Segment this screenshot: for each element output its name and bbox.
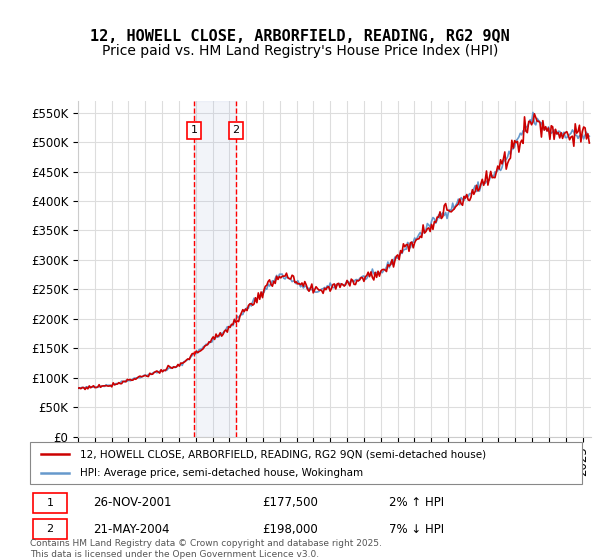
- FancyBboxPatch shape: [33, 519, 67, 539]
- Text: 1: 1: [191, 125, 197, 136]
- Text: 2: 2: [232, 125, 239, 136]
- FancyBboxPatch shape: [33, 493, 67, 513]
- Text: 1: 1: [46, 498, 53, 508]
- Text: 7% ↓ HPI: 7% ↓ HPI: [389, 523, 444, 536]
- Text: 12, HOWELL CLOSE, ARBORFIELD, READING, RG2 9QN (semi-detached house): 12, HOWELL CLOSE, ARBORFIELD, READING, R…: [80, 449, 486, 459]
- Text: 26-NOV-2001: 26-NOV-2001: [94, 496, 172, 509]
- Text: Contains HM Land Registry data © Crown copyright and database right 2025.
This d: Contains HM Land Registry data © Crown c…: [30, 539, 382, 559]
- Text: 2: 2: [46, 524, 53, 534]
- Text: HPI: Average price, semi-detached house, Wokingham: HPI: Average price, semi-detached house,…: [80, 468, 363, 478]
- Bar: [194, 101, 236, 437]
- Text: 21-MAY-2004: 21-MAY-2004: [94, 523, 170, 536]
- Text: Price paid vs. HM Land Registry's House Price Index (HPI): Price paid vs. HM Land Registry's House …: [102, 44, 498, 58]
- Text: 12, HOWELL CLOSE, ARBORFIELD, READING, RG2 9QN: 12, HOWELL CLOSE, ARBORFIELD, READING, R…: [90, 29, 510, 44]
- Text: £177,500: £177,500: [262, 496, 318, 509]
- FancyBboxPatch shape: [30, 442, 582, 484]
- Text: £198,000: £198,000: [262, 523, 317, 536]
- Text: 2% ↑ HPI: 2% ↑ HPI: [389, 496, 444, 509]
